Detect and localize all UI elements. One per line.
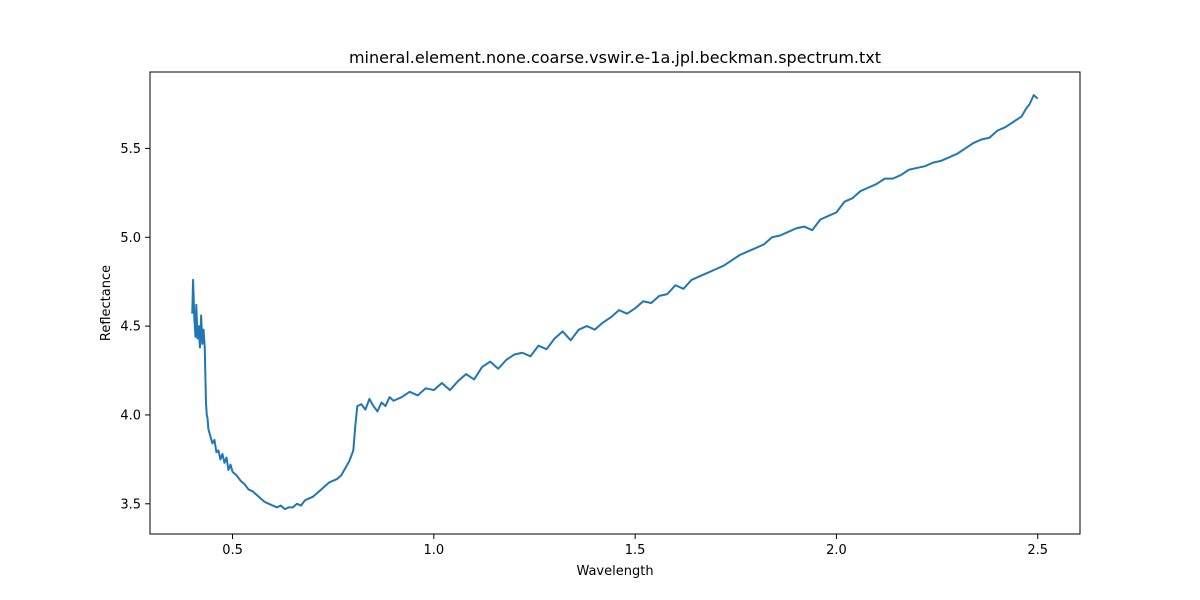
y-tick-label: 5.0 [120, 231, 141, 246]
y-axis-label: Reflectance [99, 265, 114, 341]
x-tick-label: 2.5 [1027, 543, 1048, 558]
x-axis-ticks: 0.5 1.0 1.5 2.0 2.5 [222, 534, 1048, 558]
x-tick-label: 1.0 [423, 543, 444, 558]
y-tick-label: 4.0 [120, 408, 141, 423]
spectrum-line-0 [191, 94, 1039, 511]
y-tick-label: 4.5 [120, 320, 141, 335]
x-tick-label: 2.0 [826, 543, 847, 558]
plot-frame [149, 71, 1081, 535]
y-tick-label: 5.5 [120, 142, 141, 157]
x-axis-label: Wavelength [576, 564, 653, 579]
y-tick-label: 3.5 [120, 497, 141, 512]
y-axis-ticks: 3.5 4.0 4.5 5.0 5.5 [120, 142, 150, 512]
x-tick-label: 1.5 [625, 543, 646, 558]
chart-title: mineral.element.none.coarse.vswir.e-1a.j… [349, 48, 881, 67]
x-tick-label: 0.5 [222, 543, 243, 558]
plot-data [191, 94, 1039, 511]
